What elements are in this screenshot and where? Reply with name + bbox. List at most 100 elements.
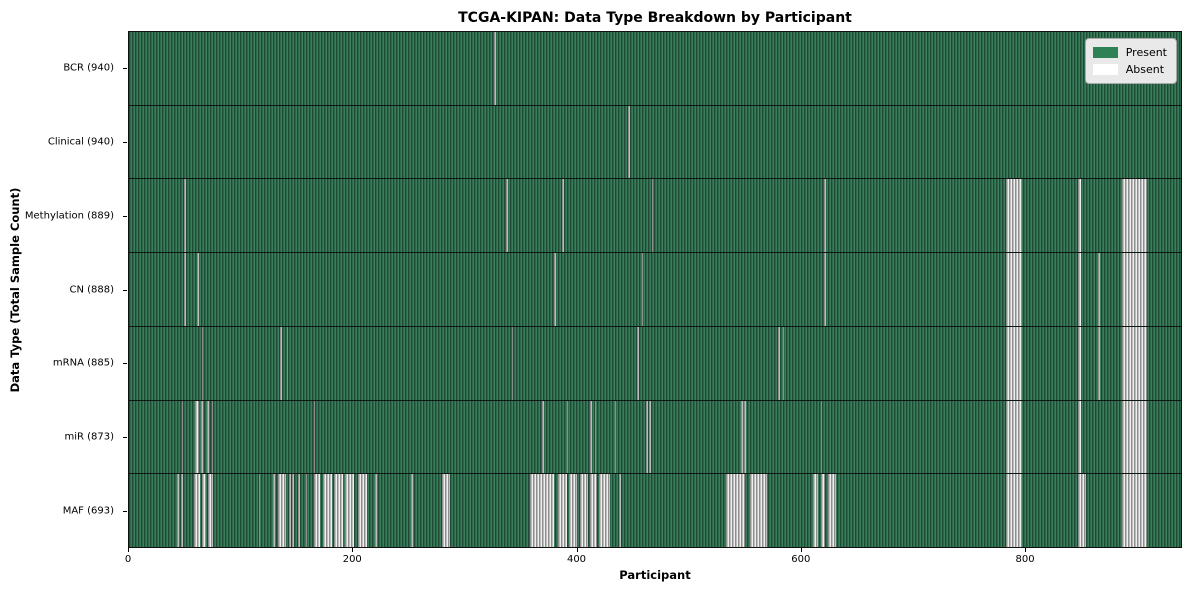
absent-stripe [358, 474, 368, 548]
absent-stripe [1006, 253, 1023, 326]
absent-stripe [646, 400, 648, 474]
absent-stripe [183, 179, 186, 253]
y-tick-mark [123, 363, 127, 365]
absent-stripe [313, 474, 321, 548]
absent-stripe [201, 400, 204, 474]
x-tick-mark [576, 548, 578, 552]
absent-stripe [590, 474, 597, 548]
absent-stripe [297, 474, 300, 548]
absent-stripe [820, 400, 823, 474]
absent-stripe [529, 474, 555, 548]
absent-stripe [562, 179, 564, 253]
absent-stripe [1098, 326, 1101, 400]
absent-stripe [741, 400, 743, 474]
absent-stripe [375, 474, 377, 548]
absent-stripe [628, 105, 630, 179]
absent-stripe [554, 253, 556, 326]
absent-stripe [344, 474, 354, 548]
absent-stripe [1098, 253, 1101, 326]
y-tick-mark [123, 215, 127, 217]
absent-stripe [1006, 326, 1023, 400]
absent-stripe [208, 474, 214, 548]
absent-stripe [1121, 179, 1148, 253]
x-tick-mark [128, 548, 129, 552]
absent-stripe [823, 253, 826, 326]
absent-stripe [599, 474, 611, 548]
absent-stripe [1121, 400, 1148, 474]
absent-stripe [541, 400, 544, 474]
absent-stripe [566, 400, 569, 474]
absent-stripe [557, 474, 567, 548]
absent-stripe [1121, 474, 1148, 548]
absent-stripe [820, 474, 826, 548]
y-tick-mark [123, 141, 127, 143]
absent-stripe [193, 474, 200, 548]
absent-stripe [201, 474, 206, 548]
plot-area: Present Absent [128, 31, 1182, 548]
absent-stripe [782, 326, 785, 400]
x-tick-label: 600 [791, 554, 811, 565]
absent-stripe [1121, 253, 1148, 326]
legend-present-swatch [1092, 47, 1118, 58]
legend-entry-absent: Absent [1092, 61, 1167, 78]
absent-stripe [181, 400, 184, 474]
data-row-methylation [129, 179, 1181, 254]
absent-stripe [511, 326, 514, 400]
absent-stripe [725, 474, 745, 548]
absent-stripe [1078, 400, 1082, 474]
absent-stripe [1006, 179, 1023, 253]
absent-stripe [195, 400, 200, 474]
y-tick-label: miR (873) [64, 431, 114, 443]
data-row-mir [129, 400, 1181, 475]
absent-stripe [1078, 474, 1086, 548]
absent-stripe [211, 400, 214, 474]
data-row-bcr [129, 32, 1181, 106]
absent-stripe [1121, 326, 1148, 400]
absent-stripe [181, 474, 183, 548]
absent-stripe [258, 474, 261, 548]
absent-stripe [177, 474, 179, 548]
absent-stripe [201, 326, 204, 400]
absent-stripe [493, 32, 496, 105]
absent-stripe [778, 326, 780, 400]
data-row-mrna [129, 326, 1181, 401]
absent-stripe [333, 474, 343, 548]
absent-stripe [590, 400, 592, 474]
y-tick-label: Clinical (940) [47, 136, 114, 148]
y-tick-label: BCR (940) [63, 62, 114, 74]
absent-stripe [614, 400, 617, 474]
absent-stripe [289, 474, 291, 548]
x-tick-mark [1025, 548, 1027, 552]
legend-present-label: Present [1125, 46, 1167, 59]
y-tick-label: MAF (693) [62, 505, 114, 517]
absent-stripe [183, 253, 186, 326]
absent-stripe [313, 400, 316, 474]
absent-stripe [277, 474, 286, 548]
absent-stripe [322, 474, 332, 548]
absent-stripe [1078, 253, 1082, 326]
x-tick-label: 800 [1015, 554, 1035, 565]
x-tick-label: 400 [566, 554, 587, 565]
absent-stripe [286, 326, 289, 400]
absent-stripe [812, 474, 819, 548]
absent-stripe [292, 474, 295, 548]
data-row-maf [129, 474, 1181, 548]
absent-stripe [823, 179, 826, 253]
absent-stripe [750, 474, 767, 548]
y-tick-label: CN (888) [69, 284, 114, 295]
absent-stripe [594, 400, 597, 474]
x-tick-label: 200 [342, 554, 362, 565]
absent-stripe [637, 326, 639, 400]
absent-stripe [1078, 326, 1082, 400]
absent-stripe [1006, 400, 1023, 474]
y-tick-mark [123, 67, 127, 69]
absent-stripe [442, 474, 451, 548]
y-tick-label: Methylation (889) [24, 210, 114, 222]
absent-stripe [568, 474, 577, 548]
data-row-cn [129, 253, 1181, 327]
absent-stripe [649, 400, 652, 474]
absent-stripe [580, 474, 588, 548]
y-tick-mark [123, 511, 127, 513]
absent-stripe [743, 400, 746, 474]
